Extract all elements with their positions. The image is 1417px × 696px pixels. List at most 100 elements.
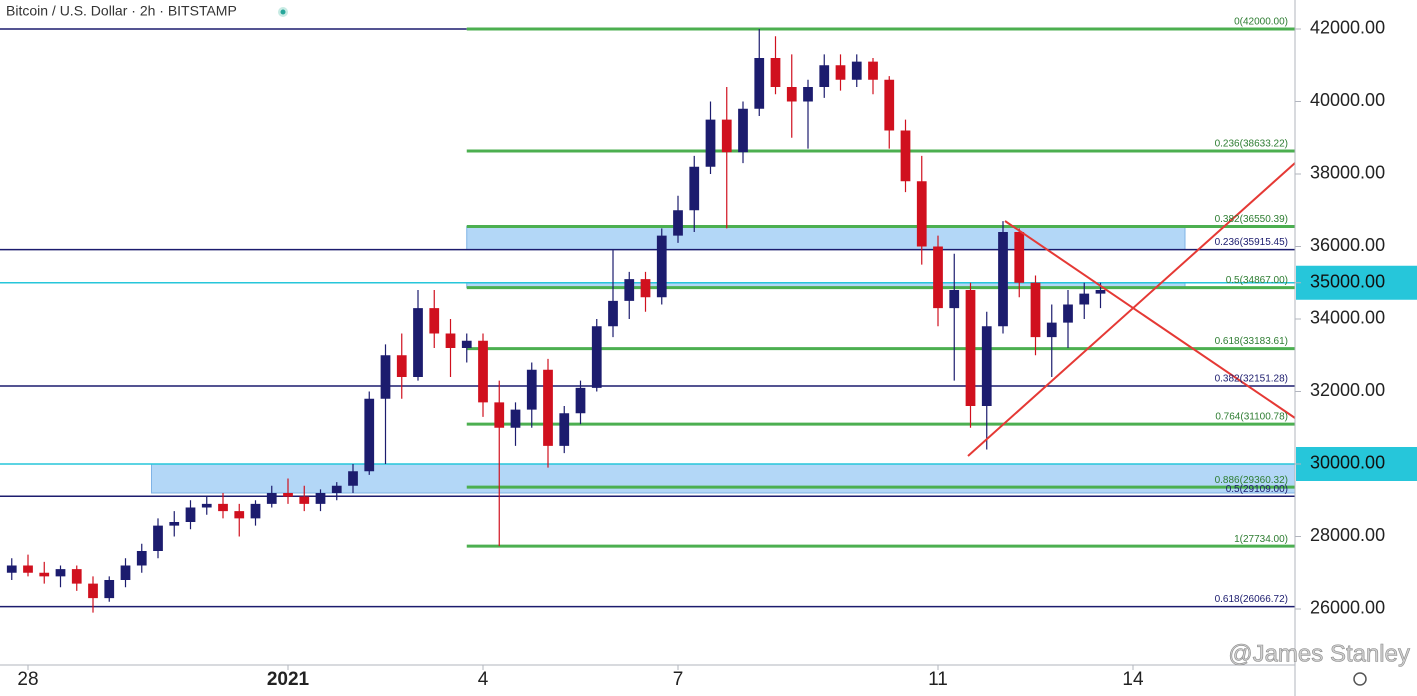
level-label: 0.886(29360.32): [1215, 475, 1288, 486]
candle-body: [1063, 304, 1073, 323]
level-label: 0.382(32151.28): [1215, 374, 1288, 385]
x-tick-label: 28: [17, 669, 38, 690]
candle-body: [250, 503, 261, 519]
candle-body: [754, 57, 765, 109]
candle-body: [39, 572, 50, 577]
candle-body: [445, 333, 456, 348]
candle-body: [396, 355, 407, 377]
candle-body: [803, 86, 813, 102]
candle-body: [23, 565, 33, 573]
candle-body: [591, 326, 602, 388]
candle-body: [770, 57, 781, 87]
candle-body: [916, 181, 927, 247]
candle-body: [185, 507, 196, 522]
y-tick-label: 35000.00: [1310, 271, 1385, 291]
y-tick-label: 34000.00: [1310, 308, 1385, 328]
candle-body: [1095, 289, 1106, 294]
level-label: 0.618(33183.61): [1215, 336, 1288, 347]
candle-body: [104, 579, 115, 599]
candle-body: [120, 565, 131, 580]
level-label: 0.5(29109.00): [1226, 484, 1288, 495]
y-tick-label: 30000.00: [1310, 453, 1385, 473]
candle-body: [331, 485, 342, 493]
candle-body: [266, 492, 277, 504]
price-highlight: [1296, 446, 1417, 481]
candle-body: [608, 300, 618, 327]
candle-body: [998, 231, 1008, 327]
candle-body: [71, 569, 82, 584]
level-label: 0.382(36550.39): [1215, 214, 1288, 225]
candle-body: [656, 235, 667, 298]
level-label: 1(27734.00): [1234, 534, 1288, 545]
candle-body: [1046, 322, 1057, 338]
candle-body: [1079, 293, 1090, 305]
chart-title: Bitcoin / U.S. Dollar · 2h · BITSTAMP: [6, 3, 237, 19]
candle-body: [6, 565, 17, 573]
watermark: @James Stanley: [1228, 640, 1410, 667]
candle-body: [218, 503, 228, 512]
candle-body: [819, 65, 830, 87]
y-tick-label: 32000.00: [1310, 380, 1385, 400]
level-label: 0.236(38633.22): [1215, 139, 1288, 150]
level-label: 0(42000.00): [1234, 17, 1288, 28]
candle-body: [364, 398, 375, 472]
status-dot: [280, 9, 286, 15]
y-tick-label: 38000.00: [1310, 163, 1385, 183]
y-tick-label: 42000.00: [1310, 18, 1385, 38]
candle-body: [169, 521, 180, 526]
candle-body: [88, 583, 98, 599]
candle-body: [543, 369, 553, 446]
candle-body: [380, 355, 391, 399]
candle-body: [153, 525, 163, 551]
level-label: 0.236(35915.45): [1215, 237, 1288, 248]
candle-body: [234, 511, 245, 519]
candle-body: [721, 119, 732, 153]
y-tick-label: 36000.00: [1310, 235, 1385, 255]
candle-body: [201, 503, 212, 508]
candle-body: [933, 246, 943, 309]
candle-body: [981, 326, 992, 406]
candle-body: [575, 387, 586, 414]
x-tick-label: 4: [478, 669, 489, 690]
candle-body: [673, 210, 683, 236]
candle-body: [965, 289, 976, 406]
zone: [466, 226, 1186, 251]
candle-body: [884, 79, 895, 131]
candle-body: [900, 130, 911, 182]
y-tick-label: 28000.00: [1310, 525, 1385, 545]
candle-body: [283, 492, 293, 497]
candle-body: [299, 496, 310, 504]
candle-body: [705, 119, 716, 167]
candle-body: [136, 550, 147, 566]
trend-line: [1004, 220, 1296, 419]
candle-body: [413, 308, 423, 377]
candle-body: [494, 402, 505, 428]
candle-body: [624, 279, 635, 301]
level-labels: 0.236(35915.45) 0.382(32151.28) 0.5(29109.…: [1215, 17, 1288, 606]
level-label: 0.5(34867.00): [1226, 275, 1288, 286]
price-highlight: [1296, 265, 1417, 300]
x-tick-label: 14: [1122, 669, 1144, 690]
y-tick-label: 26000.00: [1310, 598, 1385, 618]
level-label: 0.764(31100.78): [1215, 412, 1288, 423]
candle-body: [315, 492, 326, 504]
candles: [6, 28, 1106, 613]
candle-body: [478, 340, 488, 403]
candle-body: [738, 108, 748, 153]
settings-icon[interactable]: [1353, 672, 1367, 686]
candle-body: [835, 65, 846, 80]
candle-body: [559, 413, 570, 446]
x-tick-label: 2021: [267, 669, 310, 690]
candle-body: [689, 166, 700, 211]
candle-body: [949, 289, 960, 309]
candle-body: [461, 340, 472, 348]
candle-body: [640, 279, 651, 298]
candle-body: [55, 569, 66, 577]
candle-body: [526, 369, 537, 410]
y-tick-label: 40000.00: [1310, 90, 1385, 110]
candle-body: [851, 61, 862, 80]
x-tick-label: 11: [928, 669, 948, 690]
candle-body: [786, 86, 797, 102]
candle-body: [429, 308, 440, 334]
